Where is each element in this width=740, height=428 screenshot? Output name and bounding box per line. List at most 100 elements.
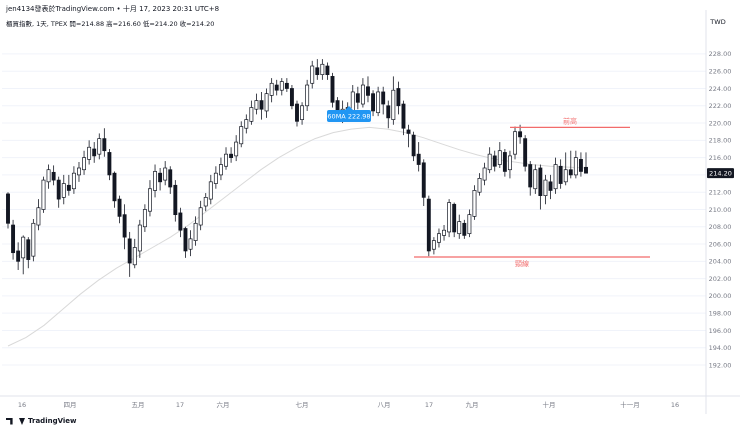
candle-body — [122, 214, 127, 238]
candle — [21, 235, 26, 275]
candle-body — [117, 198, 122, 217]
candle-body — [472, 190, 477, 217]
candle — [568, 150, 573, 179]
candle-body — [305, 84, 310, 107]
candle — [168, 166, 173, 194]
candle — [112, 171, 117, 208]
candle-body — [6, 193, 10, 224]
candle — [467, 209, 472, 238]
candle — [274, 79, 279, 96]
candle-body — [578, 158, 583, 172]
candle — [477, 173, 482, 196]
candle — [82, 150, 87, 175]
candle-body — [320, 63, 325, 76]
candle-body — [482, 167, 487, 181]
candle — [148, 180, 152, 217]
candle-body — [107, 152, 112, 176]
candle — [188, 230, 193, 257]
candle-body — [82, 157, 87, 171]
candle-body — [153, 171, 157, 191]
tradingview-logo-dot — [19, 417, 25, 425]
candle-body — [421, 162, 426, 198]
candle-body — [249, 107, 254, 122]
candle-body — [477, 178, 482, 193]
candle-body — [376, 91, 381, 114]
candle — [117, 195, 122, 224]
candle — [158, 167, 163, 191]
y-tick-label: 200.00 — [709, 292, 732, 300]
candle — [203, 193, 208, 212]
y-tick-label: 226.00 — [709, 67, 732, 75]
candle-body — [330, 76, 335, 103]
candle — [513, 126, 517, 160]
last-price-badge — [707, 168, 734, 179]
candle — [264, 88, 269, 118]
candle-body — [36, 207, 41, 226]
y-tick-label: 206.00 — [709, 240, 732, 248]
candle-body — [77, 167, 81, 176]
candle-body — [213, 172, 218, 184]
price-axis[interactable]: TWD 192.00 194.00 196.00 198.00 200.00 202.00 2… — [709, 18, 732, 369]
candle — [391, 76, 396, 125]
candle — [107, 148, 112, 181]
candle-body — [97, 138, 102, 155]
level-label: 頸線 — [515, 259, 529, 268]
candle — [411, 131, 416, 162]
candle — [376, 86, 381, 117]
candle — [26, 237, 31, 269]
candle-body — [507, 155, 512, 171]
time-axis[interactable]: 16 四月 五月 17 六月 七月 八月 17 九月 十月 十一月 16 — [18, 400, 679, 409]
candle — [320, 59, 325, 80]
candle — [578, 152, 583, 177]
candle — [431, 237, 436, 255]
candle — [208, 174, 213, 205]
candle-body — [274, 84, 279, 91]
tradingview-logo-icon — [6, 417, 13, 425]
candle-body — [56, 179, 61, 200]
candle — [229, 147, 234, 163]
y-tick-label: 216.00 — [709, 154, 732, 162]
candle-body — [563, 169, 568, 183]
candle — [153, 164, 157, 198]
candle — [97, 133, 102, 160]
candle — [198, 200, 203, 231]
brand-name: TradingView — [28, 417, 77, 425]
candle-body — [168, 169, 173, 188]
candle-body — [71, 172, 76, 190]
candle — [6, 192, 10, 229]
candle — [234, 135, 239, 162]
candle-body — [386, 105, 391, 119]
candle — [239, 121, 244, 148]
candle — [325, 62, 330, 80]
candle-body — [198, 207, 203, 226]
candle-body — [406, 129, 411, 134]
candle-body — [137, 224, 142, 252]
candle-body — [497, 150, 502, 165]
x-tick-label: 16 — [671, 401, 679, 409]
candle — [305, 79, 310, 111]
candle-body — [416, 153, 421, 165]
candle — [315, 59, 320, 80]
candle — [548, 174, 553, 200]
candle — [401, 100, 406, 136]
candle-body — [533, 169, 538, 190]
candle-body — [229, 153, 234, 158]
y-tick-label: 212.00 — [709, 188, 732, 196]
last-price-label: 214.20 — [709, 170, 732, 178]
candle — [163, 161, 168, 186]
x-tick-label: 四月 — [64, 401, 77, 409]
candle — [472, 185, 477, 220]
y-tick-label: 218.00 — [709, 137, 732, 145]
candle — [558, 159, 563, 189]
candle-body — [310, 65, 315, 84]
candle — [178, 207, 183, 238]
ma-badge-pointer — [345, 106, 353, 110]
candle — [218, 157, 223, 181]
candle — [406, 124, 411, 148]
tradingview-logo[interactable]: TradingView — [6, 417, 77, 425]
candle — [543, 174, 548, 205]
candle — [330, 72, 335, 108]
candle — [421, 159, 426, 207]
